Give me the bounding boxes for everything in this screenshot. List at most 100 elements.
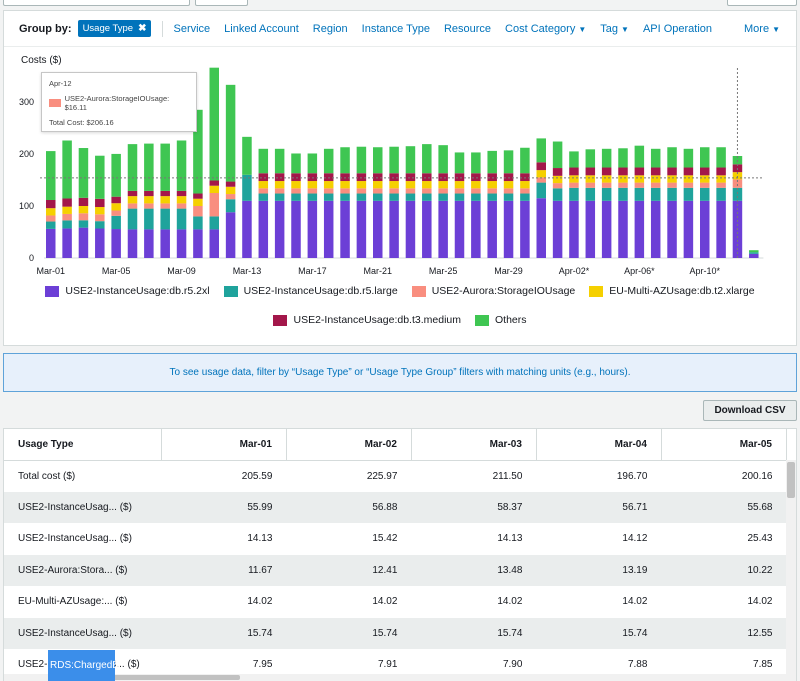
chart-bar-segment[interactable] (78, 148, 89, 198)
chart-bar-segment[interactable] (732, 187, 743, 201)
chart-bar-segment[interactable] (95, 198, 105, 208)
chart-bar-segment[interactable] (520, 188, 530, 194)
chart-bar-segment[interactable] (536, 177, 547, 183)
chart-bar-segment[interactable] (323, 188, 334, 194)
chart-bar-segment[interactable] (373, 193, 383, 201)
chart-bar-segment[interactable] (536, 198, 547, 258)
chart-bar-segment[interactable] (683, 175, 694, 183)
chart-bar-segment[interactable] (176, 196, 187, 204)
chart-bar-segment[interactable] (160, 190, 170, 197)
chart-bar-segment[interactable] (111, 196, 121, 204)
chart-bar-segment[interactable] (634, 145, 645, 168)
chart-bar-segment[interactable] (389, 146, 399, 174)
chart-bar-segment[interactable] (127, 229, 138, 258)
chart-bar-segment[interactable] (78, 220, 89, 228)
chart-bar-segment[interactable] (323, 200, 334, 258)
column-header-date[interactable]: Mar-03 (411, 429, 537, 461)
chart-bar-segment[interactable] (95, 228, 105, 258)
chart-bar-segment[interactable] (258, 148, 269, 174)
chart-bar-segment[interactable] (520, 173, 530, 182)
chart-bar-segment[interactable] (585, 187, 596, 201)
chart-bar-segment[interactable] (700, 182, 710, 188)
chart-bar-segment[interactable] (144, 203, 154, 209)
chart-bar-segment[interactable] (144, 229, 154, 258)
chart-bar-segment[interactable] (569, 175, 579, 183)
chart-bar-segment[interactable] (95, 221, 105, 229)
chart-bar-segment[interactable] (356, 200, 367, 258)
chart-bar-segment[interactable] (258, 188, 269, 194)
chart-bar-segment[interactable] (716, 182, 726, 188)
chart-bar-segment[interactable] (487, 188, 497, 194)
chart-bar-segment[interactable] (569, 167, 579, 176)
chart-bar-segment[interactable] (176, 229, 187, 258)
chart-bar-segment[interactable] (111, 203, 121, 211)
download-csv-button[interactable]: Download CSV (703, 400, 797, 421)
chart-bar-segment[interactable] (291, 193, 301, 201)
chart-bar-segment[interactable] (193, 229, 203, 258)
chart-bar-segment[interactable] (307, 193, 318, 201)
chart-bar-segment[interactable] (683, 187, 694, 201)
chart-bar-segment[interactable] (634, 182, 645, 188)
chart-bar-segment[interactable] (193, 216, 203, 230)
chart-bar-segment[interactable] (225, 84, 236, 182)
chart-bar-segment[interactable] (601, 200, 612, 258)
chart-bar-segment[interactable] (405, 200, 416, 258)
chart-bar-segment[interactable] (373, 200, 383, 258)
chart-bar-segment[interactable] (274, 193, 285, 201)
chart-bar-segment[interactable] (569, 151, 579, 168)
chart-bar-segment[interactable] (111, 215, 121, 230)
chart-bar-segment[interactable] (258, 173, 269, 182)
chart-bar-segment[interactable] (340, 173, 350, 182)
chart-bar-segment[interactable] (193, 109, 203, 194)
chart-bar-segment[interactable] (503, 200, 514, 258)
chart-bar-segment[interactable] (389, 188, 399, 194)
chart-bar-segment[interactable] (78, 213, 89, 221)
chart-bar-segment[interactable] (634, 175, 645, 183)
chart-bar-segment[interactable] (95, 155, 105, 199)
chart-bar-segment[interactable] (471, 173, 481, 182)
top-button-stub[interactable] (195, 0, 248, 6)
chart-bar-segment[interactable] (373, 181, 383, 189)
chart-bar-segment[interactable] (667, 147, 677, 168)
chart-bar-segment[interactable] (667, 182, 677, 188)
chart-bar-segment[interactable] (111, 153, 121, 197)
chart-bar-segment[interactable] (552, 200, 563, 258)
chart-bar-segment[interactable] (242, 174, 252, 201)
chart-bar-segment[interactable] (405, 181, 416, 189)
chart-bar-segment[interactable] (487, 181, 497, 189)
chart-bar-segment[interactable] (62, 220, 72, 229)
group-option-cost-category[interactable]: Cost Category ▼ (505, 23, 586, 35)
chart-bar-segment[interactable] (340, 147, 350, 174)
chart-bar-segment[interactable] (471, 181, 481, 189)
chart-bar-segment[interactable] (46, 215, 56, 222)
chart-bar-segment[interactable] (176, 140, 187, 191)
chart-bar-segment[interactable] (618, 182, 628, 188)
chart-bar-segment[interactable] (716, 200, 726, 258)
chart-bar-segment[interactable] (601, 187, 612, 201)
chart-bar-segment[interactable] (46, 199, 56, 209)
chart-bar-segment[interactable] (225, 194, 236, 200)
chart-bar-segment[interactable] (242, 200, 252, 258)
chart-bar-segment[interactable] (405, 188, 416, 194)
chart-bar-segment[interactable] (552, 183, 563, 189)
chart-bar-segment[interactable] (78, 227, 89, 258)
chart-bar-segment[interactable] (438, 145, 448, 174)
chart-bar-segment[interactable] (749, 252, 759, 254)
chart-bar-segment[interactable] (454, 200, 465, 258)
chart-bar-segment[interactable] (46, 228, 56, 258)
chart-bar-segment[interactable] (716, 147, 726, 168)
chart-bar-segment[interactable] (422, 188, 432, 194)
chart-bar-segment[interactable] (585, 200, 596, 258)
legend-item[interactable]: USE2-InstanceUsage:db.r5.2xl (45, 285, 210, 297)
chart-bar-segment[interactable] (111, 229, 121, 258)
chart-bar-segment[interactable] (389, 181, 399, 189)
chart-bar-segment[interactable] (634, 167, 645, 176)
chart-bar-segment[interactable] (274, 181, 285, 189)
chart-bar-segment[interactable] (46, 208, 56, 216)
chart-bar-segment[interactable] (650, 200, 661, 258)
chart-bar-segment[interactable] (700, 147, 710, 168)
group-option-tag[interactable]: Tag ▼ (600, 23, 629, 35)
chart-bar-segment[interactable] (127, 208, 138, 230)
group-option-api-operation[interactable]: API Operation (642, 22, 713, 35)
chart-bar-segment[interactable] (732, 172, 743, 180)
